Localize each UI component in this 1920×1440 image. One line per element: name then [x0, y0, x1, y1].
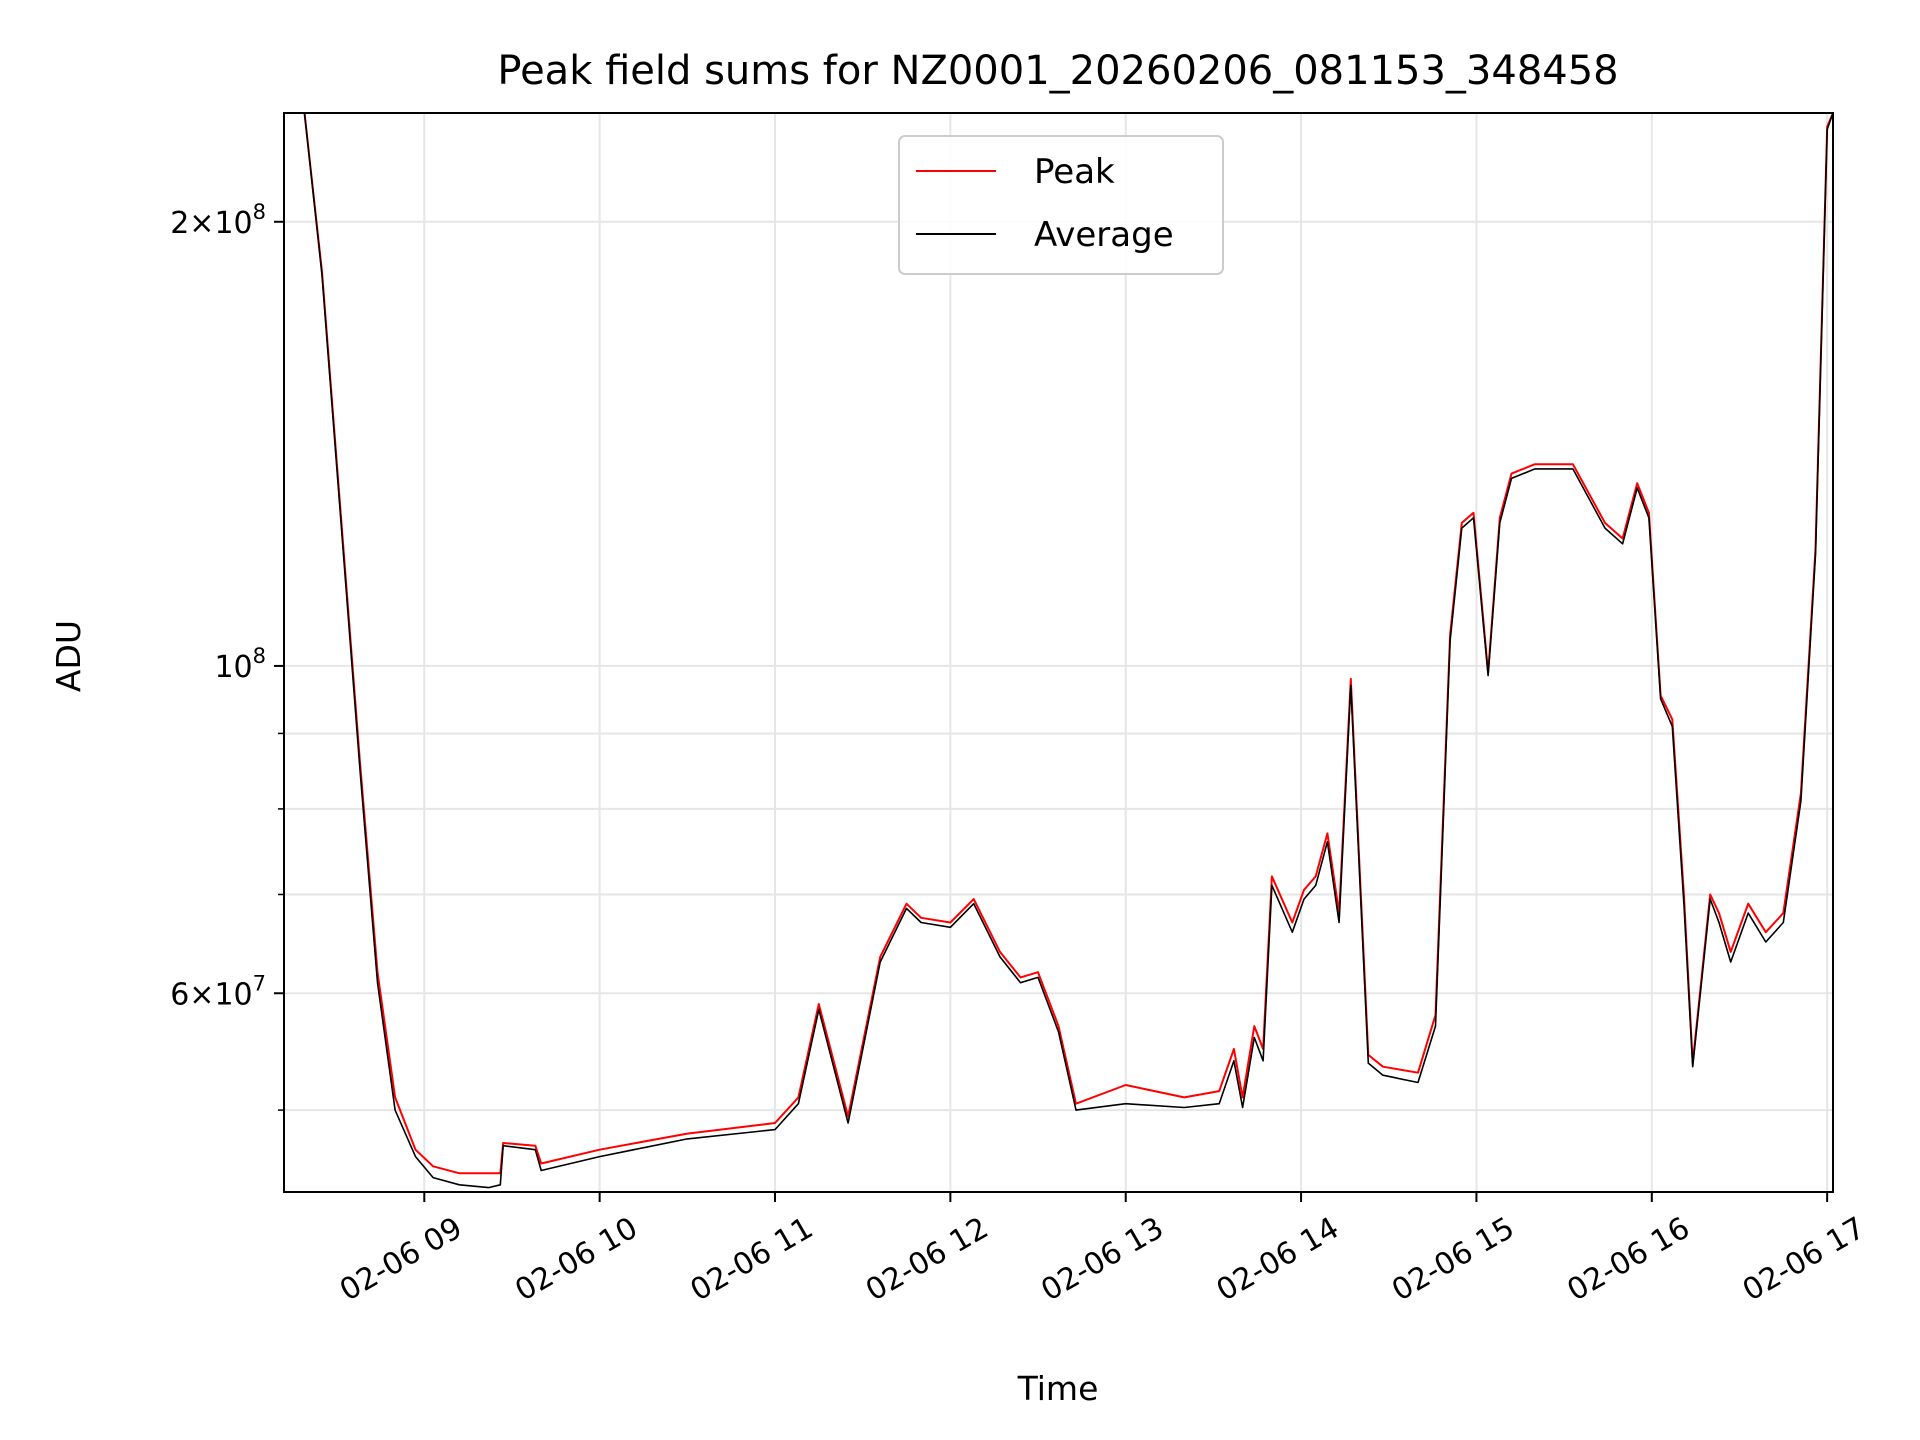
- y-tick-mantissa: 2×10: [170, 206, 252, 241]
- y-tick-label: 6×107: [170, 971, 266, 1012]
- y-tick-label: 108: [214, 644, 266, 685]
- y-tick-exponent: 8: [253, 200, 266, 224]
- series-layer: [284, 113, 1833, 1189]
- y-tick-exponent: 7: [253, 971, 266, 995]
- chart-title: Peak field sums for NZ0001_20260206_0811…: [497, 48, 1618, 94]
- y-tick-exponent: 8: [253, 644, 266, 668]
- legend-label-average: Average: [1034, 215, 1174, 255]
- y-tick-label: 2×108: [170, 200, 266, 241]
- series-line-average: [284, 113, 1833, 1189]
- legend-label-peak: Peak: [1034, 152, 1115, 192]
- y-axis-label: ADU: [49, 620, 88, 692]
- y-tick-mantissa: 10: [214, 650, 252, 685]
- x-axis-label: Time: [1017, 1369, 1099, 1408]
- plot-frame: [283, 112, 1834, 1193]
- legend: Peak Average: [898, 135, 1224, 275]
- y-tick-mantissa: 6×10: [170, 977, 252, 1012]
- grid: [284, 113, 1833, 1192]
